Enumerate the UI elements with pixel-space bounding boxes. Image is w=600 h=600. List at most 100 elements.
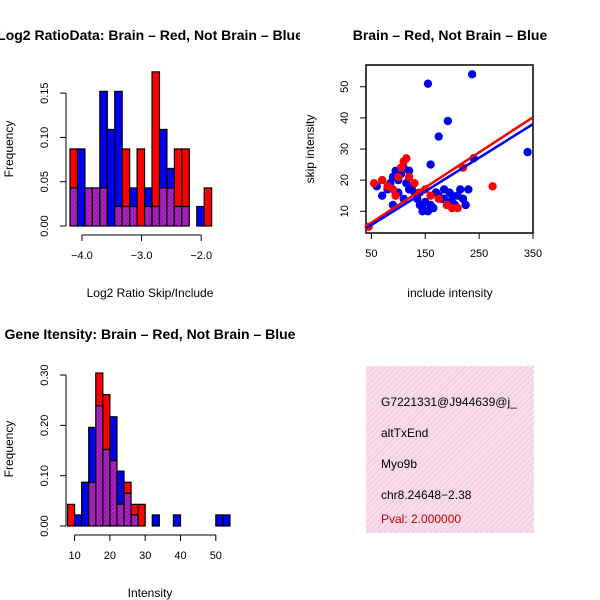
hist2-y-tick-label: 0.30: [39, 364, 51, 385]
hist1-bar-overlap: [181, 205, 190, 227]
log2-ratio-histogram: Log2 RatioData: Brain – Red, Not Brain –…: [0, 27, 303, 300]
hist1-y-tick-label: 0.00: [39, 215, 51, 236]
hist2-x-tick-label: 40: [174, 550, 186, 562]
hist1-bar-notbrain: [99, 90, 108, 189]
hist2-x-tick-label: 10: [68, 550, 80, 562]
hist1-bar-notbrain: [114, 90, 123, 208]
hist1-xlabel: Log2 Ratio Skip/Include: [87, 286, 214, 300]
scatter-y-tick-label: 40: [339, 112, 351, 124]
hist2-bar-brain: [66, 503, 76, 527]
hist2-y-tick-label: 0.00: [39, 515, 51, 536]
intensity-scatter-plot: Brain – Red, Not Brain – Blue include in…: [303, 27, 547, 300]
hist2-title: Gene Itensity: Brain – Red, Not Brain – …: [5, 326, 296, 342]
scatter-points: [364, 70, 534, 231]
scatter-ylabel: skip intensity: [303, 115, 317, 184]
scatter-point-notbrain: [434, 132, 443, 141]
hist1-x-tick-label: −4.0: [71, 250, 93, 262]
info-gene-name: Myo9b: [381, 457, 417, 471]
hist2-bar-notbrain: [151, 514, 160, 527]
hist1-bar-overlap: [143, 205, 153, 227]
scatter-point-brain: [453, 203, 462, 213]
hist1-bar-brain: [69, 148, 79, 189]
hist1-bar-overlap: [91, 187, 101, 227]
scatter-point-brain: [402, 154, 411, 163]
hist1-bar-notbrain: [166, 167, 175, 189]
hist1-bar-notbrain: [158, 128, 168, 189]
hist1-bar-notbrain: [106, 128, 116, 227]
scatter-point-brain: [369, 179, 379, 188]
hist1-bar-brain: [203, 187, 213, 227]
hist2-bar-notbrain: [222, 514, 231, 527]
scatter-point-brain: [410, 179, 419, 188]
scatter-point-notbrain: [523, 147, 532, 157]
info-event-id: G7221331@J944639@j_: [381, 395, 517, 409]
scatter-y-tick-label: 30: [339, 143, 351, 155]
hist1-bars: [69, 71, 213, 227]
hist2-bar-notbrain: [215, 514, 224, 527]
hist2-bar-overlap: [130, 514, 139, 527]
scatter-point-notbrain: [443, 116, 453, 126]
scatter-point-brain: [434, 194, 443, 203]
hist1-title: Log2 RatioData: Brain – Red, Not Brain –…: [0, 27, 303, 43]
scatter-point-brain: [377, 175, 387, 185]
hist2-bar-notbrain: [81, 481, 90, 527]
hist1-bar-overlap: [114, 205, 123, 227]
scatter-x-tick-label: 150: [416, 248, 434, 260]
scatter-point-notbrain: [467, 70, 477, 79]
event-info-box: G7221331@J944639@j_ altTxEnd Myo9b chr8.…: [366, 366, 534, 533]
hist2-bar-notbrain: [88, 426, 97, 483]
hist2-bar-overlap: [116, 503, 125, 527]
hist2-y-tick-label: 0.20: [39, 415, 51, 436]
hist2-xlabel: Intensity: [128, 586, 173, 600]
hist1-x-tick-label: −3.0: [131, 250, 153, 262]
scatter-point-brain: [391, 191, 400, 200]
hist1-y-tick-label: 0.15: [39, 82, 51, 103]
hist1-bar-overlap: [121, 205, 131, 227]
scatter-x-tick-label: 50: [365, 248, 377, 260]
scatter-point-notbrain: [461, 200, 470, 210]
hist2-bar-overlap: [123, 492, 132, 527]
hist2-bar-overlap: [88, 481, 97, 527]
fit-line-brain: [365, 116, 534, 228]
hist1-bar-brain: [121, 148, 131, 208]
scatter-xlabel: include intensity: [407, 286, 492, 300]
scatter-point-notbrain: [377, 191, 387, 200]
hist1-y-tick-label: 0.10: [39, 127, 51, 148]
hist1-ylabel: Frequency: [2, 121, 16, 178]
hist2-x-tick-label: 30: [139, 550, 151, 562]
hist2-axes: 0.00 0.10 0.20 0.30 10 20 30 40 50: [39, 364, 222, 562]
hist2-bar-overlap: [102, 448, 111, 527]
hist1-bar-brain: [136, 148, 146, 227]
info-background: [366, 366, 534, 533]
hist2-x-tick-label: 50: [210, 550, 222, 562]
hist1-bar-brain: [151, 71, 161, 208]
hist1-bar-overlap: [84, 187, 93, 227]
hist1-axes: 0.00 0.05 0.10 0.15 −4.0 −3.0 −2.0: [39, 82, 212, 262]
hist2-y-tick-label: 0.10: [39, 465, 51, 486]
scatter-point-notbrain: [404, 166, 414, 175]
hist2-bar-notbrain: [116, 470, 125, 505]
hist1-bar-overlap: [129, 205, 138, 227]
hist1-bar-overlap: [166, 187, 175, 227]
hist1-x-tick-label: −2.0: [190, 250, 212, 262]
hist1-bar-notbrain: [129, 187, 138, 208]
hist2-bar-notbrain: [172, 514, 182, 527]
hist1-bar-notbrain: [76, 148, 86, 227]
hist1-bar-overlap: [151, 205, 161, 227]
scatter-y-tick-label: 20: [339, 174, 351, 186]
hist2-bar-overlap: [95, 405, 104, 527]
hist1-bar-overlap: [158, 187, 168, 227]
hist1-bar-overlap: [173, 205, 183, 227]
scatter-title: Brain – Red, Not Brain – Blue: [353, 27, 548, 43]
info-pval: Pval: 2.000000: [381, 512, 461, 526]
hist1-bar-notbrain: [143, 187, 153, 208]
scatter-point-notbrain: [426, 160, 435, 169]
fit-line-notbrain: [365, 123, 534, 230]
scatter-y-tick-label: 10: [339, 205, 351, 217]
hist2-bar-notbrain: [109, 416, 118, 462]
hist2-bars: [66, 372, 231, 527]
hist1-bar-overlap: [99, 187, 108, 227]
hist2-bar-brain: [123, 481, 132, 494]
hist2-bar-brain: [137, 503, 146, 527]
